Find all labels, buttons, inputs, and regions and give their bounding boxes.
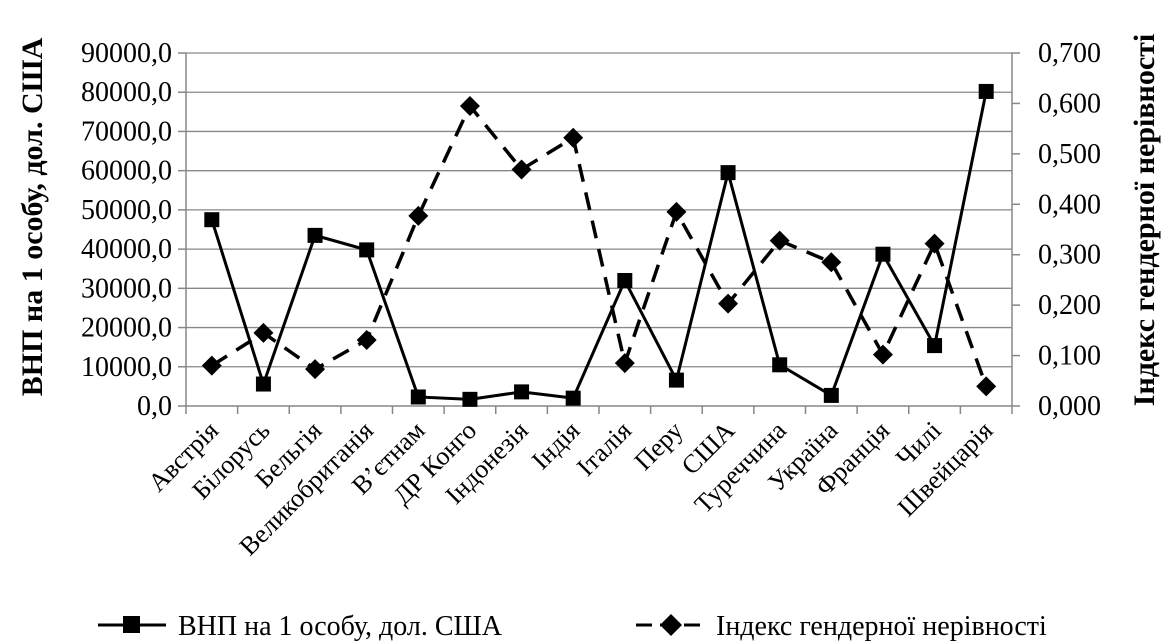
gii-point <box>511 159 532 180</box>
x-axis-ticks <box>185 406 1013 414</box>
gii-line <box>210 102 988 387</box>
gii-point <box>305 359 326 380</box>
gii-point <box>924 233 945 254</box>
y-left-tick-label: 10000,0 <box>81 352 172 383</box>
x-axis-category-labels: АвстріяБілорусьБельгіяВеликобританіяВ’єт… <box>143 415 999 561</box>
gii-point <box>253 322 274 343</box>
y-right-tick-label: 0,200 <box>1038 290 1101 321</box>
gnp-line <box>210 91 988 401</box>
gii-point <box>872 344 893 365</box>
gnp-point <box>772 357 788 373</box>
y-left-tick-label: 40000,0 <box>81 234 172 265</box>
y-right-tick-label: 0,100 <box>1038 341 1101 372</box>
series-gnp-per-capita <box>204 83 994 407</box>
gnp-point <box>204 212 220 228</box>
gnp-point <box>978 83 994 99</box>
gii-point <box>408 205 429 226</box>
gii-point <box>718 293 739 314</box>
y-left-tick-label: 0,0 <box>137 391 172 422</box>
legend-label-gii: Індекс гендерної нерівності <box>716 611 1047 642</box>
gnp-point <box>875 246 891 262</box>
legend-diamond-marker <box>660 614 682 636</box>
gnp-point <box>410 389 426 405</box>
gii-point <box>201 355 222 376</box>
x-category-label: Перу <box>629 416 689 476</box>
x-category-label: Італія <box>571 416 637 482</box>
gnp-point <box>617 272 633 288</box>
gii-point <box>666 201 687 222</box>
y-right-tick-label: 0,400 <box>1038 189 1101 220</box>
y-axis-right-title: Індекс гендерної нерівності <box>1128 34 1161 406</box>
series-gender-inequality-index <box>201 95 997 397</box>
gii-point <box>459 95 480 116</box>
gnp-point <box>565 390 581 406</box>
gii-point <box>821 252 842 273</box>
y-right-tick-label: 0,000 <box>1038 391 1101 422</box>
gnp-point <box>462 391 478 407</box>
y-left-tick-label: 30000,0 <box>81 273 172 304</box>
gnp-point <box>255 376 271 392</box>
y-right-tick-label: 0,300 <box>1038 240 1101 271</box>
gnp-point <box>514 384 530 400</box>
gii-point <box>356 329 377 350</box>
gii-point <box>563 127 584 148</box>
y-left-tick-label: 60000,0 <box>81 156 172 187</box>
gnp-point <box>359 242 375 258</box>
y-right-tick-label: 0,600 <box>1038 88 1101 119</box>
legend-square-marker <box>123 616 140 633</box>
gnp-point <box>720 165 736 181</box>
legend: ВНП на 1 особу, дол. США Індекс гендерно… <box>98 611 1047 642</box>
gii-point <box>614 353 635 374</box>
y-left-tick-label: 50000,0 <box>81 195 172 226</box>
y-axis-right-ticks: 0,000 0,100 0,200 0,300 0,400 0,500 0,600 0,700 <box>1012 38 1101 422</box>
gnp-point <box>668 372 684 388</box>
legend-label-gnp: ВНП на 1 особу, дол. США <box>178 611 503 642</box>
y-axis-left-ticks: 0,0 10000,0 20000,0 30000,0 40000,0 50000,0 60… <box>81 38 186 422</box>
gii-point <box>976 376 997 397</box>
y-left-tick-label: 80000,0 <box>81 77 172 108</box>
y-right-tick-label: 0,700 <box>1038 38 1101 69</box>
gnp-point <box>307 227 323 243</box>
y-axis-left-title: ВНП на 1 особу, дол. США <box>16 37 49 396</box>
y-right-tick-label: 0,500 <box>1038 139 1101 170</box>
legend-item-gii: Індекс гендерної нерівності <box>636 611 1047 642</box>
gnp-point <box>927 338 943 354</box>
gii-point <box>769 230 790 251</box>
y-left-tick-label: 90000,0 <box>81 38 172 69</box>
gnp-point <box>823 387 839 403</box>
legend-item-gnp: ВНП на 1 особу, дол. США <box>98 611 503 642</box>
y-left-tick-label: 20000,0 <box>81 313 172 344</box>
y-left-tick-label: 70000,0 <box>81 116 172 147</box>
gridlines <box>186 52 1012 368</box>
